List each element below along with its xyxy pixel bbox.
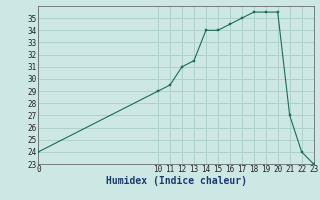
X-axis label: Humidex (Indice chaleur): Humidex (Indice chaleur) <box>106 176 246 186</box>
